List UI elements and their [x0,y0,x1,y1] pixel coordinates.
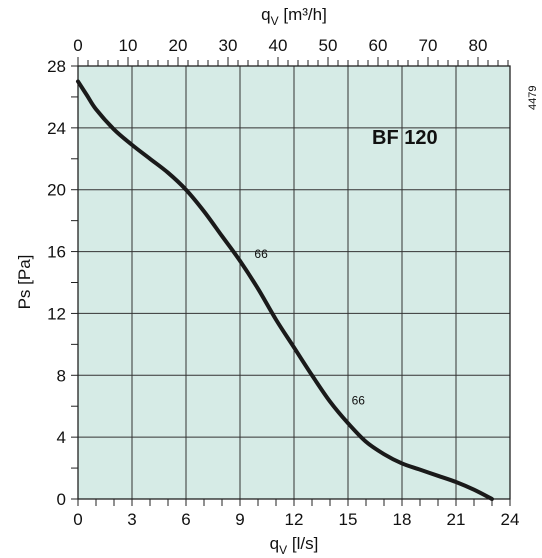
y-axis-title: Ps [Pa] [15,255,34,310]
x-tick-label: 6 [181,510,190,529]
y-tick-label: 4 [57,428,66,447]
x2-tick-label: 70 [419,36,438,55]
x2-axis-title: qV [m³/h] [261,5,327,28]
curve-annotation: 66 [254,247,268,261]
y-tick-label: 28 [47,57,66,76]
x2-tick-label: 30 [219,36,238,55]
x2-tick-label: 40 [269,36,288,55]
y-tick-label: 24 [47,119,66,138]
x-tick-label: 21 [447,510,466,529]
annotations: 66 66 [254,247,365,408]
x-tick-label: 12 [285,510,304,529]
y-tick-label: 20 [47,181,66,200]
x-tick-label: 24 [501,510,520,529]
y-tick-label: 16 [47,243,66,262]
x-tick-label: 18 [393,510,412,529]
x-tick-labels: 0 3 6 9 12 15 18 21 24 [73,510,519,529]
curve-annotation: 66 [352,394,366,408]
x2-tick-label: 10 [119,36,138,55]
x-tick-label: 3 [127,510,136,529]
chart-title: BF 120 [372,127,438,149]
side-label: 4479 [527,86,539,110]
fan-curve-line [76,79,494,501]
x2-tick-labels: 0 10 20 30 40 50 60 70 80 [73,36,487,55]
x2-tick-label: 0 [73,36,82,55]
x2-tick-label: 60 [369,36,388,55]
y-tick-labels: 0 4 8 12 16 20 24 28 [47,57,66,509]
x-tick-label: 15 [339,510,358,529]
x-tick-label: 0 [73,510,82,529]
x-axis-title: qV [l/s] [270,534,319,557]
x2-tick-label: 50 [319,36,338,55]
minor-ticks [71,57,511,506]
y-tick-label: 12 [47,304,66,323]
x2-tick-label: 80 [469,36,488,55]
x2-tick-label: 20 [169,36,188,55]
y-tick-label: 0 [57,490,66,509]
plot-frame [77,65,511,500]
y-tick-label: 8 [57,366,66,385]
x-tick-label: 9 [235,510,244,529]
